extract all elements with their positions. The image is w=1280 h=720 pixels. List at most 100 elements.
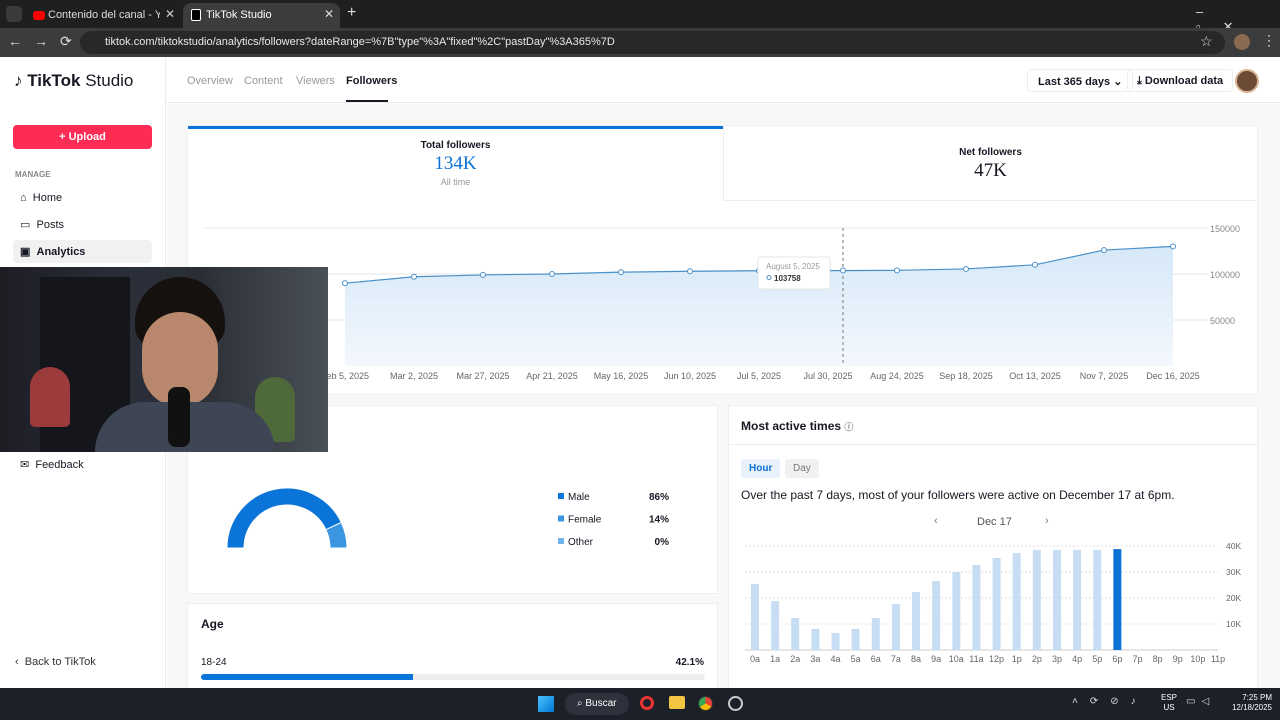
bar (871, 618, 880, 650)
date: 12/18/2025 (1231, 703, 1272, 712)
toggle-active[interactable]: Hour (741, 459, 781, 478)
start-button[interactable] (538, 696, 554, 712)
app-icon[interactable] (698, 696, 713, 711)
age-track (201, 674, 705, 680)
x-tick-label: Mar 27, 2025 (456, 371, 509, 381)
legend-value: 0% (655, 537, 670, 548)
active-summary: Over the past 7 days, most of your follo… (741, 488, 1175, 502)
address-bar[interactable]: tiktok.com/tiktokstudio/analytics/follow… (80, 31, 1225, 54)
toggle[interactable]: Day (785, 459, 819, 478)
legend-swatch (558, 515, 564, 522)
app-icon[interactable] (669, 696, 685, 709)
tab-close[interactable]: ✕ (165, 7, 176, 21)
x-tick-label: Sep 18, 2025 (939, 371, 993, 381)
x-tick-label: 0a (750, 654, 760, 664)
x-tick-label: 9a (931, 654, 941, 664)
nav-tab-active[interactable]: Followers (346, 75, 398, 87)
donut-segment (226, 487, 342, 549)
favicon (191, 9, 201, 21)
search-box[interactable]: ⌕ Buscar (565, 693, 629, 715)
tray-icons[interactable]: ▭◁ (1186, 696, 1216, 707)
bar (1093, 549, 1102, 650)
followers-chart: 50000 100000 150000 Feb 5, 2025 Mar 2, 2025 M… (205, 224, 1240, 381)
x-tick-label: Nov 7, 2025 (1080, 371, 1129, 381)
x-tick-label: 8p (1153, 654, 1163, 664)
x-tick-label: 7p (1132, 654, 1142, 664)
download-button[interactable]: ⤓ Download data (1127, 69, 1234, 92)
point (480, 271, 486, 278)
y-tick-label: 50000 (1210, 316, 1235, 326)
tab[interactable]: Contenido del canal - YouTube ✕ (28, 4, 178, 28)
prev[interactable]: ‹ (934, 515, 938, 527)
nav-tab[interactable]: Viewers (296, 75, 335, 87)
nav-tab[interactable]: Overview (187, 75, 233, 87)
clock[interactable]: 7:25 PM 12/18/2025 (1222, 693, 1272, 713)
point (618, 269, 624, 276)
x-tick-label: 9p (1173, 654, 1183, 664)
nav-item-active[interactable]: ▣ Analytics (13, 240, 152, 263)
upload-button[interactable]: + Upload (13, 125, 152, 149)
x-tick-label: 1p (1012, 654, 1022, 664)
nav-label: ▣ Analytics (20, 246, 86, 258)
logo[interactable]: ♪ TikTok Studio (14, 71, 134, 90)
language[interactable]: ESP US (1161, 693, 1177, 713)
nav-text: Analytics (36, 246, 86, 258)
lang: ESP (1161, 693, 1178, 702)
gender-chart: Male 86% Female 14% Other 0% (226, 487, 670, 549)
date-range[interactable]: Last 365 days ⌄ (1027, 69, 1134, 92)
x-tick-label: May 16, 2025 (594, 371, 649, 381)
x-tick-label: Jun 10, 2025 (664, 371, 716, 381)
tooltip-box (757, 256, 831, 290)
point (1101, 247, 1107, 254)
bar (1032, 549, 1041, 650)
app-icon[interactable] (728, 696, 743, 711)
legend-swatch (558, 538, 564, 544)
x-tick-label: Oct 13, 2025 (1009, 371, 1061, 381)
tab-search[interactable] (6, 6, 22, 22)
app-icon[interactable] (640, 696, 654, 710)
age-card: Age 18-24 42.1% (187, 603, 718, 693)
back-link[interactable]: ‹ Back to TikTok (15, 656, 96, 668)
menu[interactable]: ⋮ (1262, 32, 1276, 48)
bar (952, 572, 961, 650)
nav-buttons[interactable]: ←→⟳ (8, 33, 84, 49)
y-tick-label: 20K (1226, 593, 1241, 603)
tab-active[interactable]: TikTok Studio ✕ (183, 3, 340, 28)
search-label: Buscar (585, 698, 617, 709)
nav-label: Feedback (35, 459, 84, 471)
nav-item[interactable]: ⌂ Home (20, 192, 63, 204)
divider (729, 444, 1259, 445)
point (1170, 243, 1176, 250)
point (549, 271, 555, 277)
region: US (1163, 703, 1175, 712)
age-title: Age (201, 617, 224, 631)
nav-item[interactable]: ✉ Feedback (20, 459, 84, 471)
net-tab[interactable] (723, 126, 1258, 201)
total-label: Total followers (420, 140, 491, 151)
x-tick-label: Jul 5, 2025 (737, 371, 781, 381)
tab-close[interactable]: ✕ (324, 7, 335, 21)
next[interactable]: › (1045, 515, 1049, 527)
y-tick-label: 10K (1226, 619, 1241, 629)
tab-strip: Contenido del canal - YouTube ✕ TikTok S… (0, 0, 1280, 34)
bar (791, 618, 800, 650)
age-value: 42.1% (675, 657, 704, 668)
bar (831, 633, 840, 650)
point (894, 267, 900, 274)
webcam-overlay (0, 267, 328, 452)
bar (1052, 549, 1061, 650)
tray-icons[interactable]: ˄⟳⊘♪ (1072, 696, 1148, 707)
new-tab[interactable]: + (347, 4, 357, 21)
logo-suffix: Studio (85, 71, 134, 90)
avatar[interactable] (1235, 69, 1259, 93)
bar (1012, 553, 1021, 650)
total-value: 134K (434, 153, 477, 174)
nav-item[interactable]: ▭ Posts (20, 219, 65, 231)
nav-label: Posts (36, 219, 65, 231)
nav-tab[interactable]: Content (244, 75, 283, 87)
bookmark-star[interactable]: ☆ (1200, 33, 1213, 49)
y-tick-label: 40K (1226, 541, 1241, 551)
x-tick-label: Aug 24, 2025 (870, 371, 924, 381)
profile[interactable] (1234, 34, 1250, 50)
